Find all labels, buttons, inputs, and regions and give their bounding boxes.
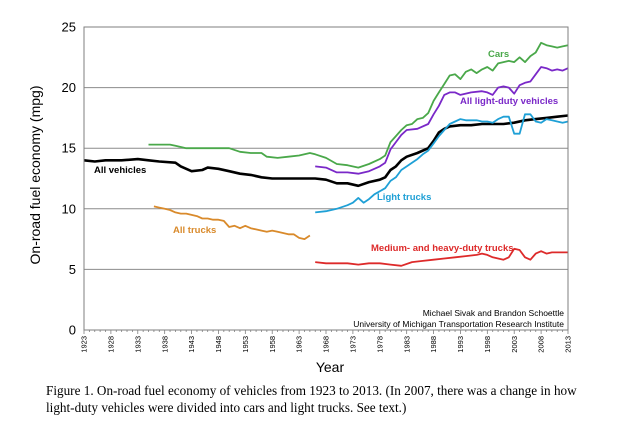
x-tick-label: 1948: [214, 336, 223, 353]
x-tick-label: 1983: [402, 336, 411, 353]
y-tick-label: 10: [62, 201, 76, 216]
series-lines: [83, 41, 569, 267]
series-line-cars: [148, 41, 569, 169]
y-tick-label: 20: [62, 80, 76, 95]
x-tick-label: 1928: [106, 336, 115, 353]
y-tick-label: 25: [62, 20, 76, 35]
x-tick-label: 1973: [348, 336, 357, 353]
x-tick-label: 2013: [564, 336, 573, 353]
series-line-medium-and-heavy-duty-trucks: [315, 247, 568, 267]
y-tick-label: 15: [62, 141, 76, 156]
series-label-all-light-duty: All light-duty vehicles: [460, 96, 558, 107]
x-tick-label: 1988: [429, 336, 438, 353]
series-line-all-trucks: [153, 205, 311, 241]
x-tick-label: 1998: [483, 336, 492, 353]
x-tick-label: 2003: [510, 336, 519, 353]
x-tick-label: 1993: [456, 336, 465, 353]
series-line-light-trucks: [315, 113, 569, 214]
series-label-light-trucks: Light trucks: [377, 192, 431, 203]
series-label-all-trucks: All trucks: [173, 225, 216, 236]
series-label-cars: Cars: [488, 49, 509, 60]
series-line-all-vehicles: [83, 114, 569, 188]
x-tick-label: 1943: [187, 336, 196, 353]
y-axis-ticks: 0 5 10 15 20 25: [62, 20, 76, 338]
x-tick-label: 1968: [322, 336, 331, 353]
x-tick-label: 1923: [80, 336, 89, 353]
series-line-all-light-duty-vehicles: [315, 66, 569, 175]
x-axis-title: Year: [316, 359, 345, 375]
series-label-medium-heavy-trucks: Medium- and heavy-duty trucks: [371, 243, 514, 254]
x-tick-label: 2008: [537, 336, 546, 353]
x-tick-label: 1978: [375, 336, 384, 353]
figure-caption: Figure 1. On-road fuel economy of vehicl…: [46, 383, 577, 415]
credit-authors: Michael Sivak and Brandon Schoettle: [423, 308, 565, 318]
x-tick-label: 1933: [133, 336, 142, 353]
series-label-all-vehicles: All vehicles: [94, 165, 146, 176]
x-tick-label: 1963: [295, 336, 304, 353]
credit-institution: University of Michigan Transportation Re…: [353, 319, 564, 329]
x-tick-label: 1953: [241, 336, 250, 353]
y-axis-title: On-road fuel economy (mpg): [27, 86, 43, 265]
x-tick-label: 1958: [268, 336, 277, 353]
x-axis-ticks: 1923 1928 1933 1938 1943 1948 1953 1958 1963 1968…: [80, 330, 573, 353]
y-tick-label: 0: [69, 323, 76, 338]
y-tick-label: 5: [69, 262, 76, 277]
x-tick-label: 1938: [160, 336, 169, 353]
